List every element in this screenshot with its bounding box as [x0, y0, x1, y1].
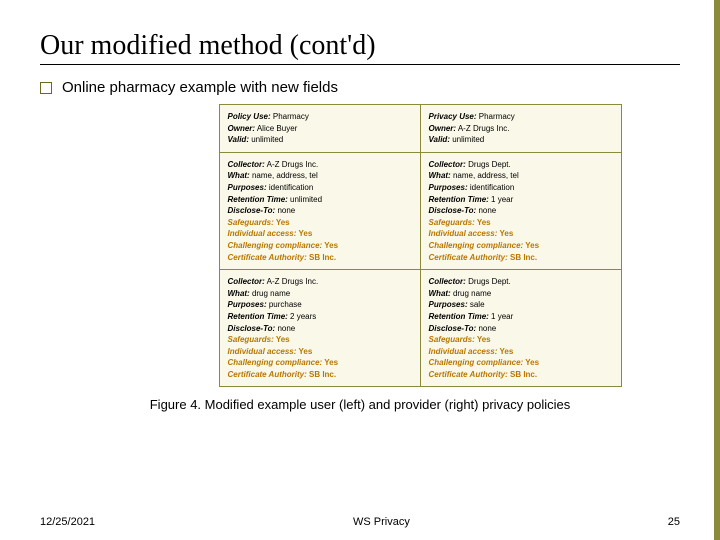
policy-line: Retention Time: unlimited — [228, 194, 412, 206]
policy-line: What: drug name — [429, 288, 613, 300]
footer-center: WS Privacy — [95, 516, 668, 528]
policy-line: Purposes: identification — [429, 182, 613, 194]
accent-bar — [714, 0, 720, 540]
policy-line: Disclose-To: none — [429, 205, 613, 217]
policy-line: Challenging compliance: Yes — [429, 240, 613, 252]
policy-line: Certificate Authority: SB Inc. — [429, 252, 613, 264]
policy-line: Disclose-To: none — [228, 323, 412, 335]
policy-block-cell: Collector: Drugs Dept.What: drug namePur… — [421, 270, 621, 386]
subtitle-text: Online pharmacy example with new fields — [62, 79, 338, 96]
footer: 12/25/2021 WS Privacy 25 — [0, 516, 720, 528]
subtitle-row: Online pharmacy example with new fields — [40, 79, 680, 96]
policy-line: Purposes: purchase — [228, 299, 412, 311]
footer-date: 12/25/2021 — [40, 516, 95, 528]
bullet-icon — [40, 82, 52, 94]
policy-line: Collector: Drugs Dept. — [429, 159, 613, 171]
policy-line: Disclose-To: none — [228, 205, 412, 217]
slide-title: Our modified method (cont'd) — [40, 30, 680, 65]
policy-line: Safeguards: Yes — [228, 217, 412, 229]
policy-line: Challenging compliance: Yes — [429, 357, 613, 369]
policy-line: Individual access: Yes — [429, 228, 613, 240]
policy-line: Individual access: Yes — [429, 346, 613, 358]
policy-line: Owner: Alice Buyer — [228, 123, 412, 135]
policy-line: What: name, address, tel — [228, 170, 412, 182]
policy-line: Collector: A-Z Drugs Inc. — [228, 276, 412, 288]
policy-block-cell: Collector: A-Z Drugs Inc.What: drug name… — [220, 270, 420, 386]
policy-line: Policy Use: Pharmacy — [228, 111, 412, 123]
policy-line: Certificate Authority: SB Inc. — [228, 252, 412, 264]
policy-column: Privacy Use: PharmacyOwner: A-Z Drugs In… — [420, 104, 622, 387]
policy-line: Purposes: sale — [429, 299, 613, 311]
policy-line: Certificate Authority: SB Inc. — [228, 369, 412, 381]
policy-line: Valid: unlimited — [429, 134, 613, 146]
policy-block-cell: Collector: A-Z Drugs Inc.What: name, add… — [220, 153, 420, 270]
policy-line: Individual access: Yes — [228, 346, 412, 358]
policy-line: Safeguards: Yes — [228, 334, 412, 346]
policy-line: Individual access: Yes — [228, 228, 412, 240]
policy-line: Owner: A-Z Drugs Inc. — [429, 123, 613, 135]
policy-line: What: drug name — [228, 288, 412, 300]
policy-header-cell: Policy Use: PharmacyOwner: Alice BuyerVa… — [220, 105, 420, 153]
policy-line: Purposes: identification — [228, 182, 412, 194]
policy-table: Policy Use: PharmacyOwner: Alice BuyerVa… — [160, 104, 680, 387]
policy-header-cell: Privacy Use: PharmacyOwner: A-Z Drugs In… — [421, 105, 621, 153]
footer-page: 25 — [668, 516, 680, 528]
policy-block-cell: Collector: Drugs Dept.What: name, addres… — [421, 153, 621, 270]
policy-line: Privacy Use: Pharmacy — [429, 111, 613, 123]
policy-line: Challenging compliance: Yes — [228, 357, 412, 369]
policy-line: Disclose-To: none — [429, 323, 613, 335]
policy-column: Policy Use: PharmacyOwner: Alice BuyerVa… — [219, 104, 420, 387]
policy-line: What: name, address, tel — [429, 170, 613, 182]
policy-line: Retention Time: 1 year — [429, 311, 613, 323]
policy-line: Retention Time: 2 years — [228, 311, 412, 323]
policy-line: Safeguards: Yes — [429, 217, 613, 229]
policy-line: Collector: A-Z Drugs Inc. — [228, 159, 412, 171]
figure-caption: Figure 4. Modified example user (left) a… — [40, 397, 680, 412]
policy-line: Safeguards: Yes — [429, 334, 613, 346]
policy-line: Valid: unlimited — [228, 134, 412, 146]
policy-line: Collector: Drugs Dept. — [429, 276, 613, 288]
policy-line: Challenging compliance: Yes — [228, 240, 412, 252]
policy-line: Retention Time: 1 year — [429, 194, 613, 206]
policy-line: Certificate Authority: SB Inc. — [429, 369, 613, 381]
